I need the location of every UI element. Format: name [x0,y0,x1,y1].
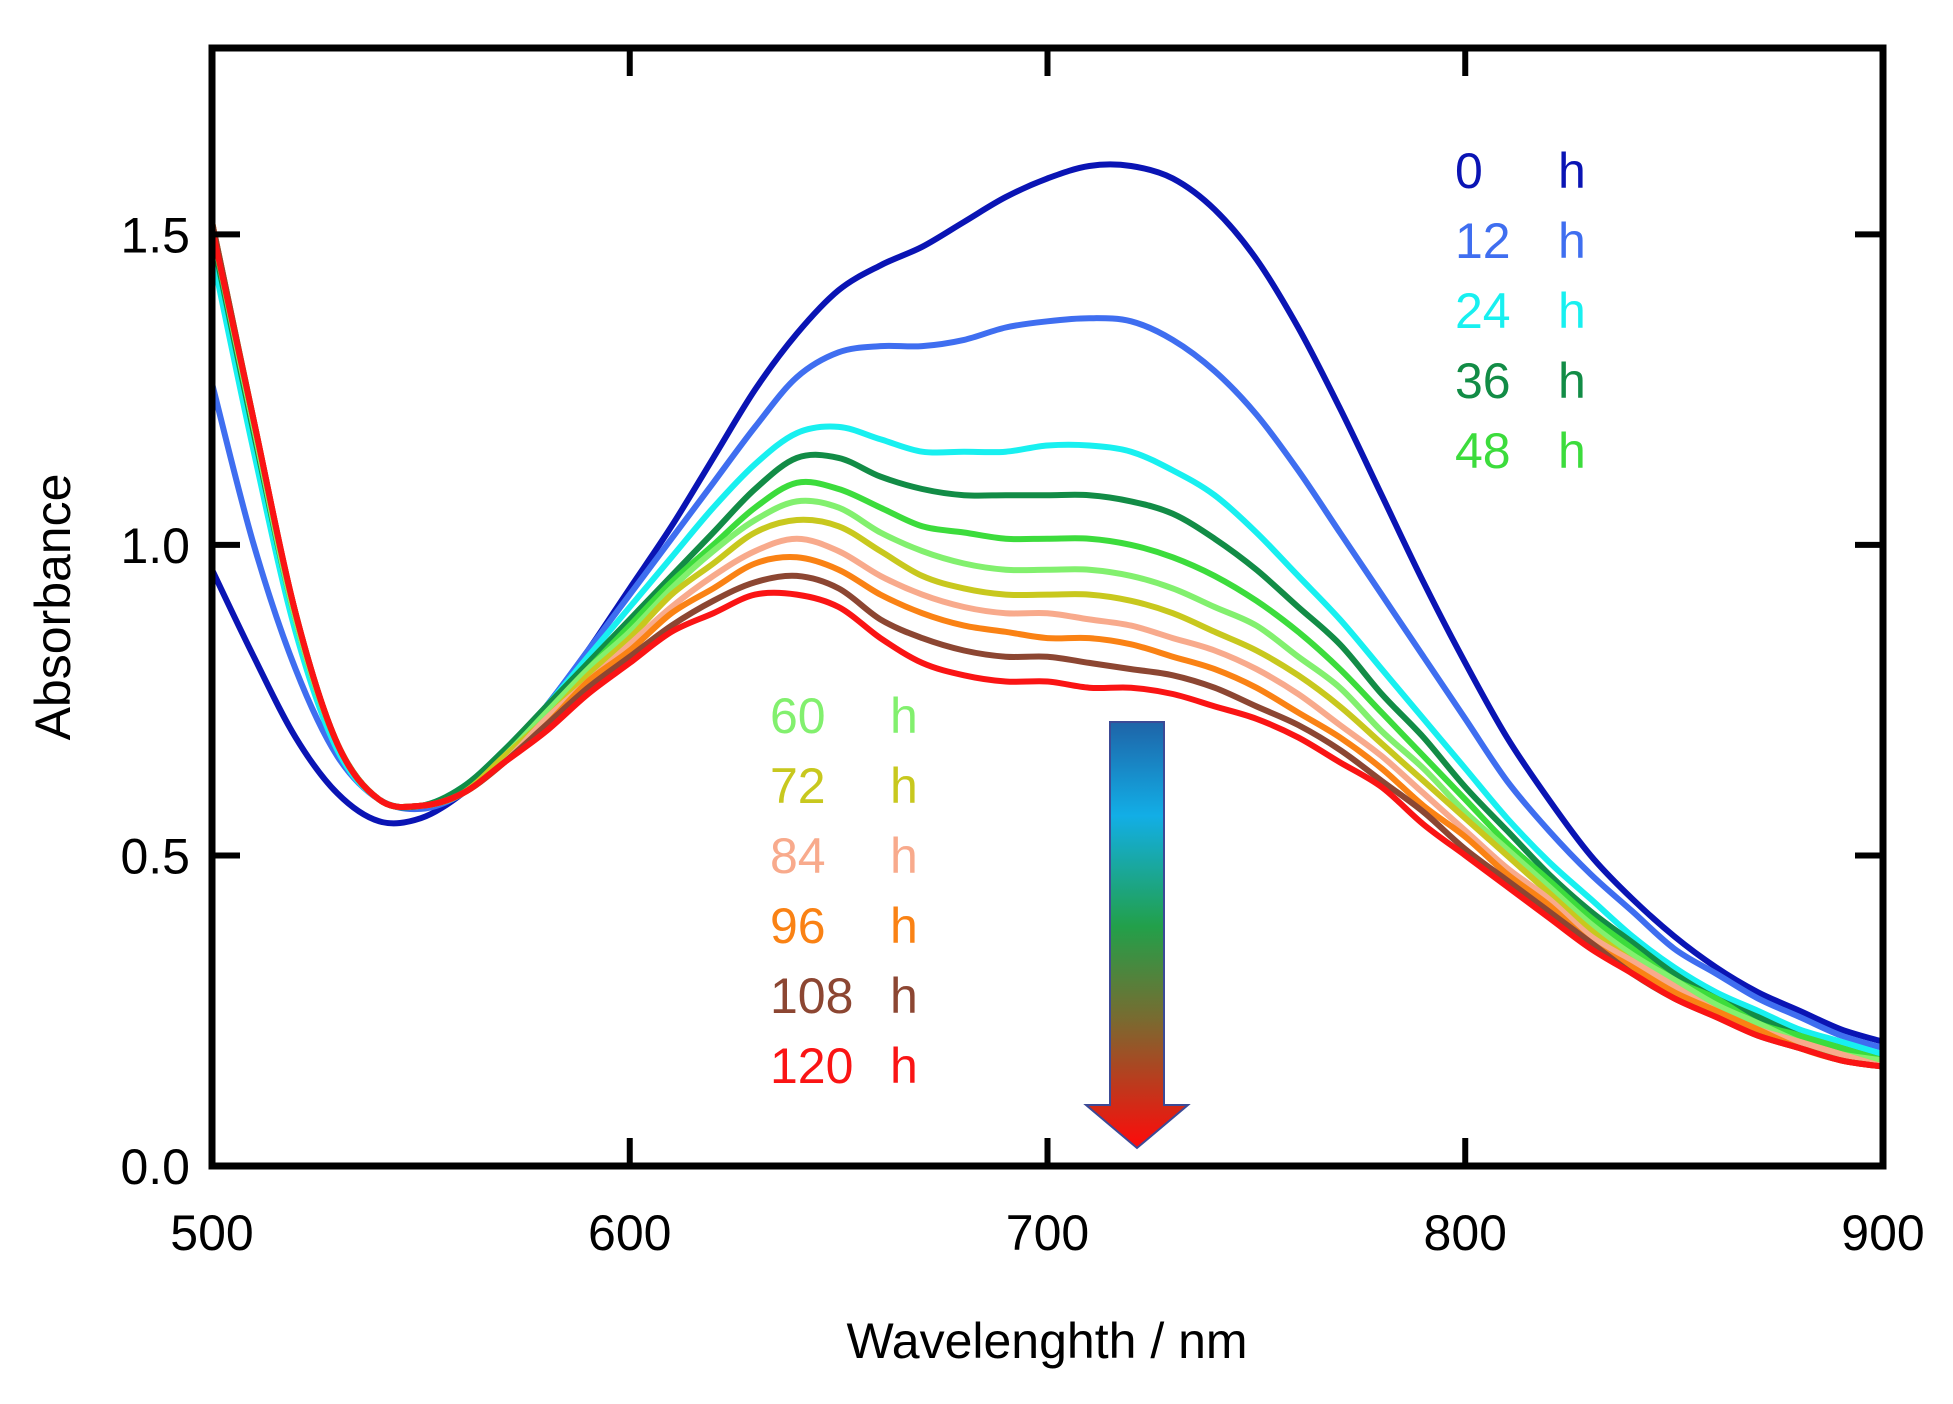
legend-unit-12h: h [1558,213,1586,269]
decrease-arrow [1083,721,1191,1150]
legend-unit-96h: h [890,898,918,954]
y-tick-label: 1.5 [120,207,190,263]
x-tick-label: 500 [170,1205,253,1261]
legend-number-72h: 72 [770,758,826,814]
legend-unit-0h: h [1558,143,1586,199]
plot-frame [208,44,1887,1170]
legend-number-48h: 48 [1455,423,1511,479]
legend-unit-108h: h [890,968,918,1024]
legend-number-24h: 24 [1455,283,1511,339]
legend-number-60h: 60 [770,688,826,744]
x-tick-label: 700 [1006,1205,1089,1261]
legend-unit-84h: h [890,828,918,884]
legend-unit-48h: h [1558,423,1586,479]
x-tick-label: 900 [1841,1205,1924,1261]
series-group [212,161,1883,1070]
legend-unit-36h: h [1558,353,1586,409]
legend-number-108h: 108 [770,968,853,1024]
y-tick-label: 0.5 [120,828,190,884]
legend-number-12h: 12 [1455,213,1511,269]
series-line-120h [212,225,1883,1070]
plot-background [212,48,1883,1166]
legend-number-84h: 84 [770,828,826,884]
legend-unit-60h: h [890,688,918,744]
x-axis-title: Wavelenghth / nm [846,1313,1247,1369]
y-tick-label: 0.0 [120,1139,190,1195]
legend-number-0h: 0 [1455,143,1483,199]
legend-unit-24h: h [1558,283,1586,339]
legend-unit-120h: h [890,1038,918,1094]
x-tick-label: 600 [588,1205,671,1261]
legend-unit-72h: h [890,758,918,814]
y-tick-label: 1.0 [120,518,190,574]
legend-number-96h: 96 [770,898,826,954]
x-tick-label: 800 [1424,1205,1507,1261]
legend-group: 0 h 12 h 24 h 36 h 48 h 60 h 72 h 84 h 96 h 108 h 120 h [770,143,1586,1094]
legend-number-36h: 36 [1455,353,1511,409]
legend-number-120h: 120 [770,1038,853,1094]
y-axis-title: Absorbance [25,474,81,741]
